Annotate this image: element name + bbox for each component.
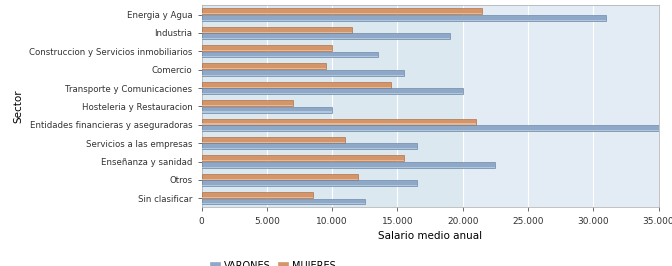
Bar bbox=[202, 20, 606, 21]
Bar bbox=[202, 100, 293, 106]
Bar bbox=[202, 68, 326, 69]
Bar bbox=[202, 178, 358, 180]
Bar bbox=[202, 192, 312, 198]
Bar bbox=[202, 198, 365, 205]
Bar bbox=[202, 155, 404, 161]
Bar bbox=[202, 56, 378, 57]
Bar bbox=[202, 75, 404, 76]
Bar bbox=[202, 197, 312, 198]
Bar bbox=[202, 143, 417, 149]
Bar bbox=[202, 203, 365, 205]
Bar bbox=[202, 45, 332, 51]
Bar bbox=[202, 33, 450, 39]
Bar bbox=[202, 123, 476, 124]
Bar bbox=[202, 64, 326, 69]
Bar bbox=[202, 52, 378, 57]
Bar bbox=[202, 93, 463, 94]
Bar bbox=[202, 32, 351, 33]
Bar bbox=[202, 148, 417, 149]
Bar bbox=[202, 8, 482, 14]
Bar bbox=[202, 119, 476, 124]
Bar bbox=[202, 180, 417, 186]
Bar bbox=[202, 13, 482, 14]
Bar bbox=[202, 107, 332, 113]
Polygon shape bbox=[463, 5, 659, 226]
Bar bbox=[202, 38, 450, 39]
Bar bbox=[202, 82, 391, 88]
Legend: VARONES, MUJERES: VARONES, MUJERES bbox=[206, 257, 340, 266]
Bar bbox=[202, 167, 495, 168]
Bar bbox=[202, 15, 606, 21]
Bar bbox=[202, 137, 345, 143]
Bar bbox=[202, 174, 358, 180]
Y-axis label: Sector: Sector bbox=[13, 90, 24, 123]
Bar bbox=[202, 88, 463, 94]
Bar bbox=[202, 130, 659, 131]
Bar bbox=[202, 87, 391, 88]
Bar bbox=[202, 162, 495, 168]
Bar bbox=[202, 105, 293, 106]
Bar bbox=[202, 125, 659, 131]
Bar bbox=[202, 160, 404, 161]
Bar bbox=[202, 50, 332, 51]
Bar bbox=[202, 142, 345, 143]
Bar bbox=[202, 70, 404, 76]
Bar bbox=[202, 185, 417, 186]
Bar bbox=[202, 27, 351, 33]
X-axis label: Salario medio anual: Salario medio anual bbox=[378, 231, 482, 241]
Bar bbox=[202, 111, 332, 113]
